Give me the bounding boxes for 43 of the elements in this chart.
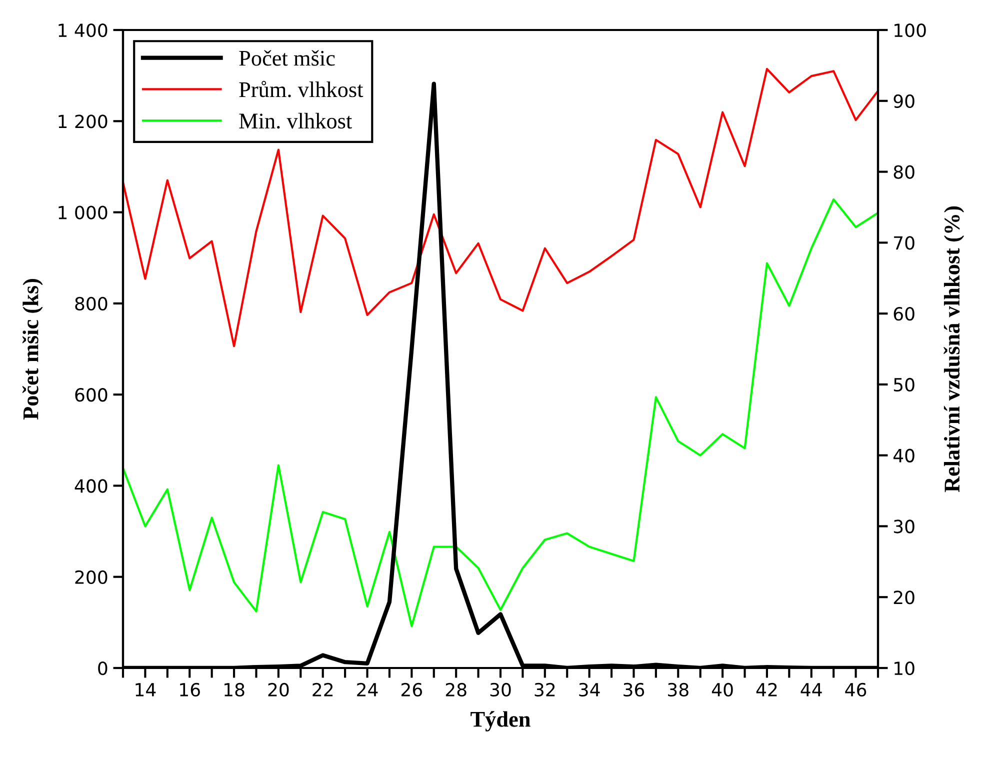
- y-axis-title: Počet mšic (ks): [22, 279, 43, 420]
- x-tick-label: 26: [402, 682, 422, 697]
- x-tick-label: 16: [180, 682, 200, 697]
- x-axis-title: Týden: [470, 711, 530, 732]
- y-tick-label: 600: [75, 388, 108, 402]
- x-tick-label: 30: [490, 682, 511, 697]
- y2-tick-label: 40: [893, 448, 914, 462]
- y2-tick-label: 90: [894, 94, 914, 108]
- x-tick-label: 38: [668, 682, 688, 697]
- x-tick-label: 32: [534, 682, 555, 697]
- y2-tick-label: 70: [894, 236, 914, 250]
- x-tick-label: 18: [224, 682, 244, 697]
- legend-label: Prům. vlhkost: [239, 80, 364, 98]
- y2-tick-label: 30: [894, 520, 914, 534]
- y2-tick-label: 10: [894, 661, 914, 676]
- x-tick-label: 24: [357, 682, 378, 696]
- x-tick-label: 44: [800, 683, 822, 696]
- x-tick-label: 20: [268, 682, 289, 697]
- y-tick-label: 400: [74, 479, 108, 493]
- x-tick-label: 40: [712, 682, 733, 697]
- y2-tick-label: 60: [894, 307, 914, 321]
- x-tick-label: 28: [446, 682, 466, 697]
- legend-label: Min. vlhkost: [239, 112, 352, 129]
- x-tick-label: 22: [312, 682, 333, 696]
- y-tick-label: 1 000: [58, 206, 108, 220]
- legend-label: Počet mšic: [239, 50, 335, 66]
- y-tick-label: 1 200: [58, 114, 108, 128]
- y2-tick-label: 80: [894, 165, 914, 179]
- x-tick-label: 34: [579, 682, 600, 697]
- y2-tick-label: 50: [894, 378, 914, 392]
- x-tick-label: 36: [624, 682, 644, 697]
- line-series: [123, 68, 878, 348]
- x-tick-label: 14: [136, 683, 156, 696]
- y-tick-label: 1 400: [58, 23, 108, 38]
- x-tick-label: 46: [845, 682, 866, 697]
- y-tick-label: 800: [75, 296, 108, 311]
- line-series: [123, 198, 878, 628]
- y-tick-label: 0: [98, 661, 108, 676]
- y2-tick-label: 20: [894, 590, 914, 604]
- y-tick-label: 200: [75, 570, 108, 584]
- y2-tick-label: 100: [894, 23, 926, 38]
- x-tick-label: 42: [756, 682, 777, 696]
- y2-axis-title: Relativní vzdušná vlhkost (%): [944, 206, 964, 492]
